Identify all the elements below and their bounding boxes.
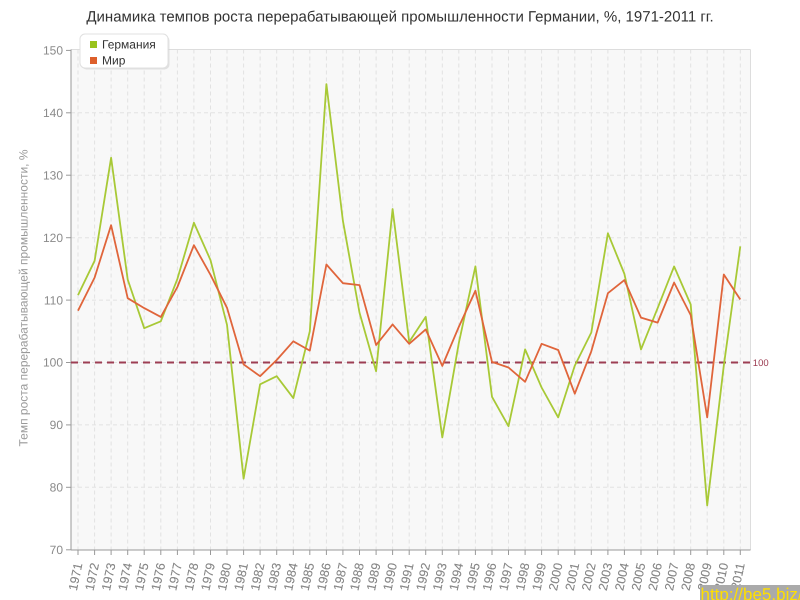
svg-text:110: 110	[44, 293, 63, 307]
svg-text:1981: 1981	[232, 562, 251, 592]
svg-text:1983: 1983	[265, 562, 284, 592]
svg-text:1998: 1998	[513, 562, 532, 592]
svg-text:2007: 2007	[662, 562, 681, 592]
svg-text:1984: 1984	[281, 562, 300, 592]
svg-text:150: 150	[43, 44, 63, 58]
svg-text:1971: 1971	[66, 562, 85, 592]
svg-text:90: 90	[50, 418, 64, 432]
svg-text:1982: 1982	[248, 562, 267, 592]
svg-text:2001: 2001	[563, 562, 582, 592]
svg-text:2006: 2006	[646, 562, 665, 592]
svg-text:Германия: Германия	[102, 38, 156, 52]
svg-text:Динамика темпов роста перераба: Динамика темпов роста перерабатывающей п…	[86, 9, 713, 26]
svg-text:1992: 1992	[414, 562, 433, 592]
svg-text:1995: 1995	[463, 562, 482, 592]
svg-text:2008: 2008	[679, 562, 698, 592]
svg-text:100: 100	[43, 356, 63, 370]
svg-text:1974: 1974	[116, 562, 135, 592]
svg-text:2005: 2005	[629, 562, 648, 592]
svg-text:http://be5.biz/: http://be5.biz/	[701, 585, 800, 600]
svg-text:1973: 1973	[99, 562, 118, 592]
svg-text:1988: 1988	[347, 562, 366, 592]
svg-text:1978: 1978	[182, 562, 201, 592]
svg-text:2010: 2010	[712, 562, 731, 592]
svg-text:2000: 2000	[546, 562, 565, 592]
svg-text:1979: 1979	[198, 562, 217, 592]
svg-text:1997: 1997	[496, 562, 515, 592]
svg-text:1980: 1980	[215, 562, 234, 592]
svg-text:Темп роста перерабатывающей пр: Темп роста перерабатывающей промышленнос…	[17, 149, 31, 446]
svg-text:1975: 1975	[132, 562, 151, 592]
svg-text:80: 80	[50, 481, 64, 495]
svg-text:1999: 1999	[530, 562, 549, 592]
svg-text:1977: 1977	[165, 562, 184, 592]
svg-text:1989: 1989	[364, 562, 383, 592]
svg-text:1993: 1993	[430, 562, 449, 592]
svg-text:Мир: Мир	[102, 54, 126, 68]
svg-text:1976: 1976	[149, 562, 168, 592]
svg-text:100: 100	[753, 358, 769, 369]
svg-text:2002: 2002	[579, 562, 598, 592]
svg-text:1986: 1986	[314, 562, 333, 592]
svg-text:120: 120	[43, 231, 63, 245]
svg-text:140: 140	[43, 106, 63, 120]
svg-text:1996: 1996	[480, 562, 499, 592]
svg-text:2004: 2004	[612, 562, 631, 592]
svg-text:1990: 1990	[381, 562, 400, 592]
svg-text:1994: 1994	[447, 562, 466, 592]
svg-text:2003: 2003	[596, 562, 615, 592]
svg-text:1985: 1985	[298, 562, 317, 592]
svg-text:2011: 2011	[728, 562, 747, 591]
svg-text:1991: 1991	[397, 562, 416, 592]
svg-text:130: 130	[43, 168, 63, 182]
svg-text:1972: 1972	[83, 562, 102, 592]
svg-text:1987: 1987	[331, 562, 350, 592]
svg-text:2009: 2009	[695, 562, 714, 592]
svg-text:70: 70	[50, 543, 64, 557]
